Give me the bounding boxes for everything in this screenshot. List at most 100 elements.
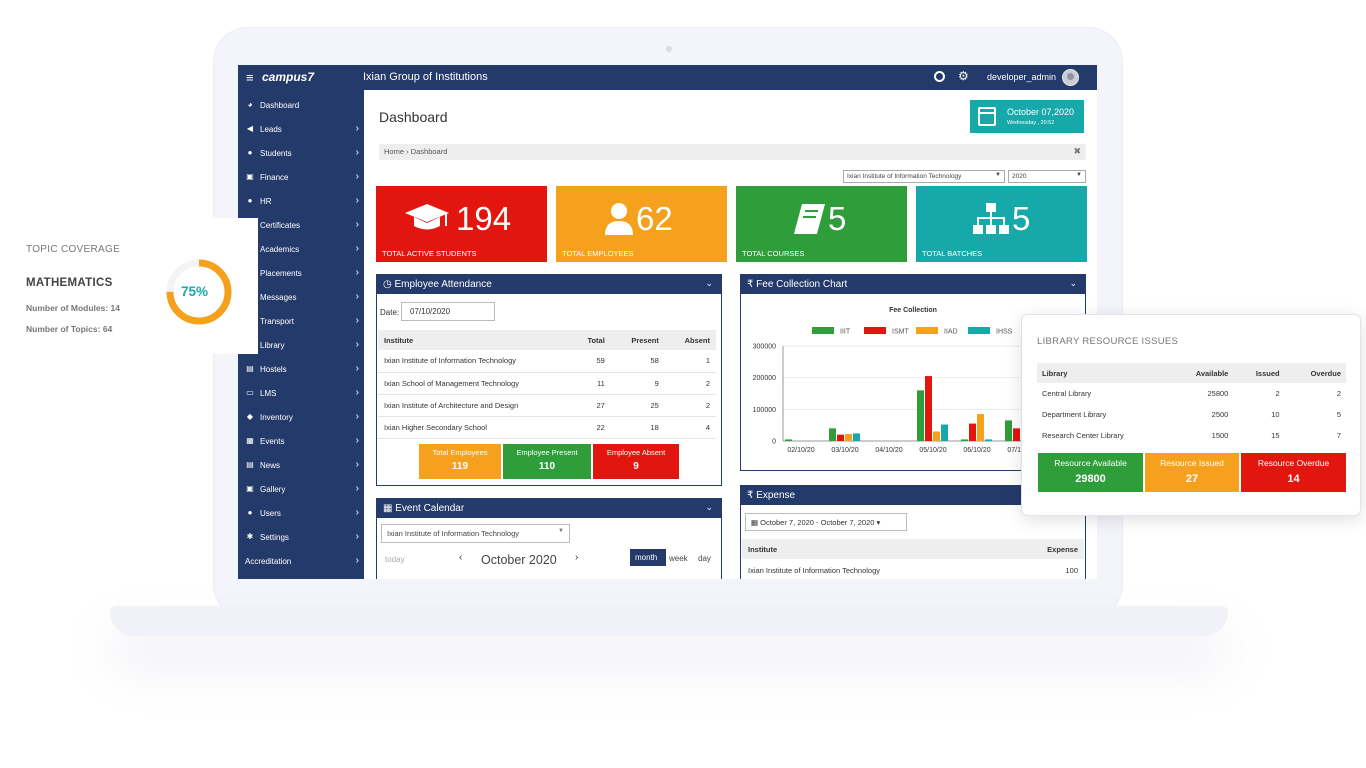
cell-absent: 2 [664,372,716,395]
cell-total: 11 [570,372,611,395]
chevron-down-icon[interactable]: ⌄ [705,278,713,288]
chevron-right-icon: › [355,219,359,230]
sidebar-item-news[interactable]: ▤ News › [238,453,364,477]
bar-iiad [933,431,940,441]
sidebar-item-accreditation[interactable]: Accreditation › [238,549,364,573]
sidebar-item-settings[interactable]: ✱ Settings › [238,525,364,549]
organization-title: Ixian Group of Institutions [363,71,488,83]
chevron-right-icon: › [355,291,359,302]
breadcrumb: Home › Dashboard ✖ [379,144,1086,160]
donut-progress-arc [166,259,232,325]
column-header: Absent [664,330,716,350]
week-view-button[interactable]: week [669,554,688,563]
total-employees-box: Total Employees 119 [419,444,501,479]
bar-iiit [1005,420,1012,441]
summary-value: 110 [538,461,556,472]
sidebar-item-users[interactable]: ● Users › [238,501,364,525]
tile-value: 62 [636,200,673,237]
sidebar-item-inventory[interactable]: ◆ Inventory › [238,405,364,429]
calendar-institute-value: Ixian Institute of Information Technolog… [387,529,520,538]
tile-value: 194 [456,200,512,237]
sidebar-item-label: Gallery [260,485,286,494]
column-header: Institute [378,330,571,350]
sidebar-item-lms[interactable]: ▭ LMS › [238,381,364,405]
y-tick-label: 0 [772,439,776,446]
cell-present: 58 [610,350,665,373]
breadcrumb-home[interactable]: Home [384,147,405,156]
tile-batches[interactable]: 5 TOTAL BATCHES [916,186,1087,262]
x-tick-label: 05/10/20 [919,447,946,454]
prev-month-button[interactable]: ‹ [459,552,463,563]
chevron-down-icon: ▼ [558,528,564,534]
chevron-down-icon[interactable]: ⌄ [1069,278,1077,288]
sidebar-item-leads[interactable]: ◀ Leads › [238,117,364,141]
sidebar-item-dashboard[interactable]: ◕ Dashboard [238,93,364,117]
year-select-value: 2020 [1012,173,1027,180]
top-bar: ≡ campus7 Ixian Group of Institutions ⚙ … [238,65,1097,90]
avatar[interactable] [1062,69,1079,86]
sidebar-item-gallery[interactable]: ▣ Gallery › [238,477,364,501]
close-icon[interactable]: ✖ [1073,146,1081,156]
resource-overdue-box: Resource Overdue 14 [1241,453,1346,492]
summary-label: Employee Absent [606,448,666,457]
bar-ihss [853,433,860,441]
today-button[interactable]: today [385,555,405,564]
sidebar-item-hr[interactable]: ● HR › [238,189,364,213]
bar-iiad [845,434,852,441]
tile-employees[interactable]: 62 TOTAL EMPLOYEES [556,186,727,262]
expense-range-value: October 7, 2020 - October 7, 2020 [760,518,875,527]
day-view-button[interactable]: day [698,554,711,563]
employee-attendance-panel: ◷ Employee Attendance ⌄ Date: 07/10/2020… [376,274,722,486]
sidebar-item-hostels[interactable]: ▤ Hostels › [238,357,364,381]
menu-icon[interactable]: ≡ [246,70,254,85]
month-view-button[interactable]: month [630,549,666,566]
calendar-icon: ▦ [383,503,396,514]
sidebar-item-events[interactable]: ▦ Events › [238,429,364,453]
summary-label: Resource Overdue [1257,458,1330,468]
chevron-down-icon[interactable]: ⌄ [705,502,713,512]
x-tick-label: 04/10/20 [875,447,902,454]
column-header: Present [610,330,665,350]
chevron-right-icon: › [355,531,359,542]
cell-available: 25800 [1207,389,1229,398]
next-month-button[interactable]: › [575,552,579,563]
sidebar: ◕ Dashboard ◀ Leads › ● Students › ▣ Finance › ● HR ›… [238,90,364,579]
employee-absent-box: Employee Absent 9 [593,444,679,479]
app-logo[interactable]: campus7 [262,70,315,84]
clock-icon: ◷ [383,279,395,290]
globe-icon[interactable] [934,71,945,82]
sidebar-item-students[interactable]: ● Students › [238,141,364,165]
summary-label: Total Employees [432,448,488,457]
tile-active-students[interactable]: 194 TOTAL ACTIVE STUDENTS [376,186,547,262]
expense-date-range[interactable]: ▦ October 7, 2020 - October 7, 2020 ▾ [745,513,907,531]
laptop-camera [666,46,672,52]
legend-label: IHSS [996,329,1013,336]
chevron-right-icon: › [355,147,359,158]
caret-down-icon: ▾ [876,518,881,527]
table-row: Research Center Library 1500 15 7 [1037,425,1346,446]
summary-label: Resource Issued [1160,458,1224,468]
calendar-icon [978,107,996,126]
chevron-right-icon: › [355,243,359,254]
user-name[interactable]: developer_admin [987,72,1057,82]
sidebar-item-label: Hostels [260,365,287,374]
sidebar-item-finance[interactable]: ▣ Finance › [238,165,364,189]
sidebar-item-label: Placements [260,269,302,278]
year-select[interactable]: 2020 ▼ [1008,170,1086,183]
cell-institute: Ixian Institute of Information Technolog… [378,350,571,373]
sidebar-item-label: Library [260,341,285,350]
table-header-row: Institute Total Present Absent [378,330,716,350]
table-row: Central Library 25800 2 2 [1037,383,1346,404]
sitemap-icon [973,203,1009,234]
attendance-date-input[interactable]: 07/10/2020 [401,302,495,321]
institute-select[interactable]: Ixian Institute of Information Technolog… [843,170,1005,183]
chevron-right-icon: › [355,123,359,134]
dashboard-icon: ◕ [247,100,253,109]
rupee-icon: ₹ [747,279,754,290]
tile-courses[interactable]: 5 TOTAL COURSES [736,186,907,262]
cogs-icon[interactable]: ⚙ [958,69,969,83]
bar-ihss [985,439,992,441]
sidebar-item-label: Dashboard [260,101,300,110]
calendar-institute-select[interactable]: Ixian Institute of Information Technolog… [381,524,570,543]
x-tick-label: 02/10/20 [787,447,814,454]
